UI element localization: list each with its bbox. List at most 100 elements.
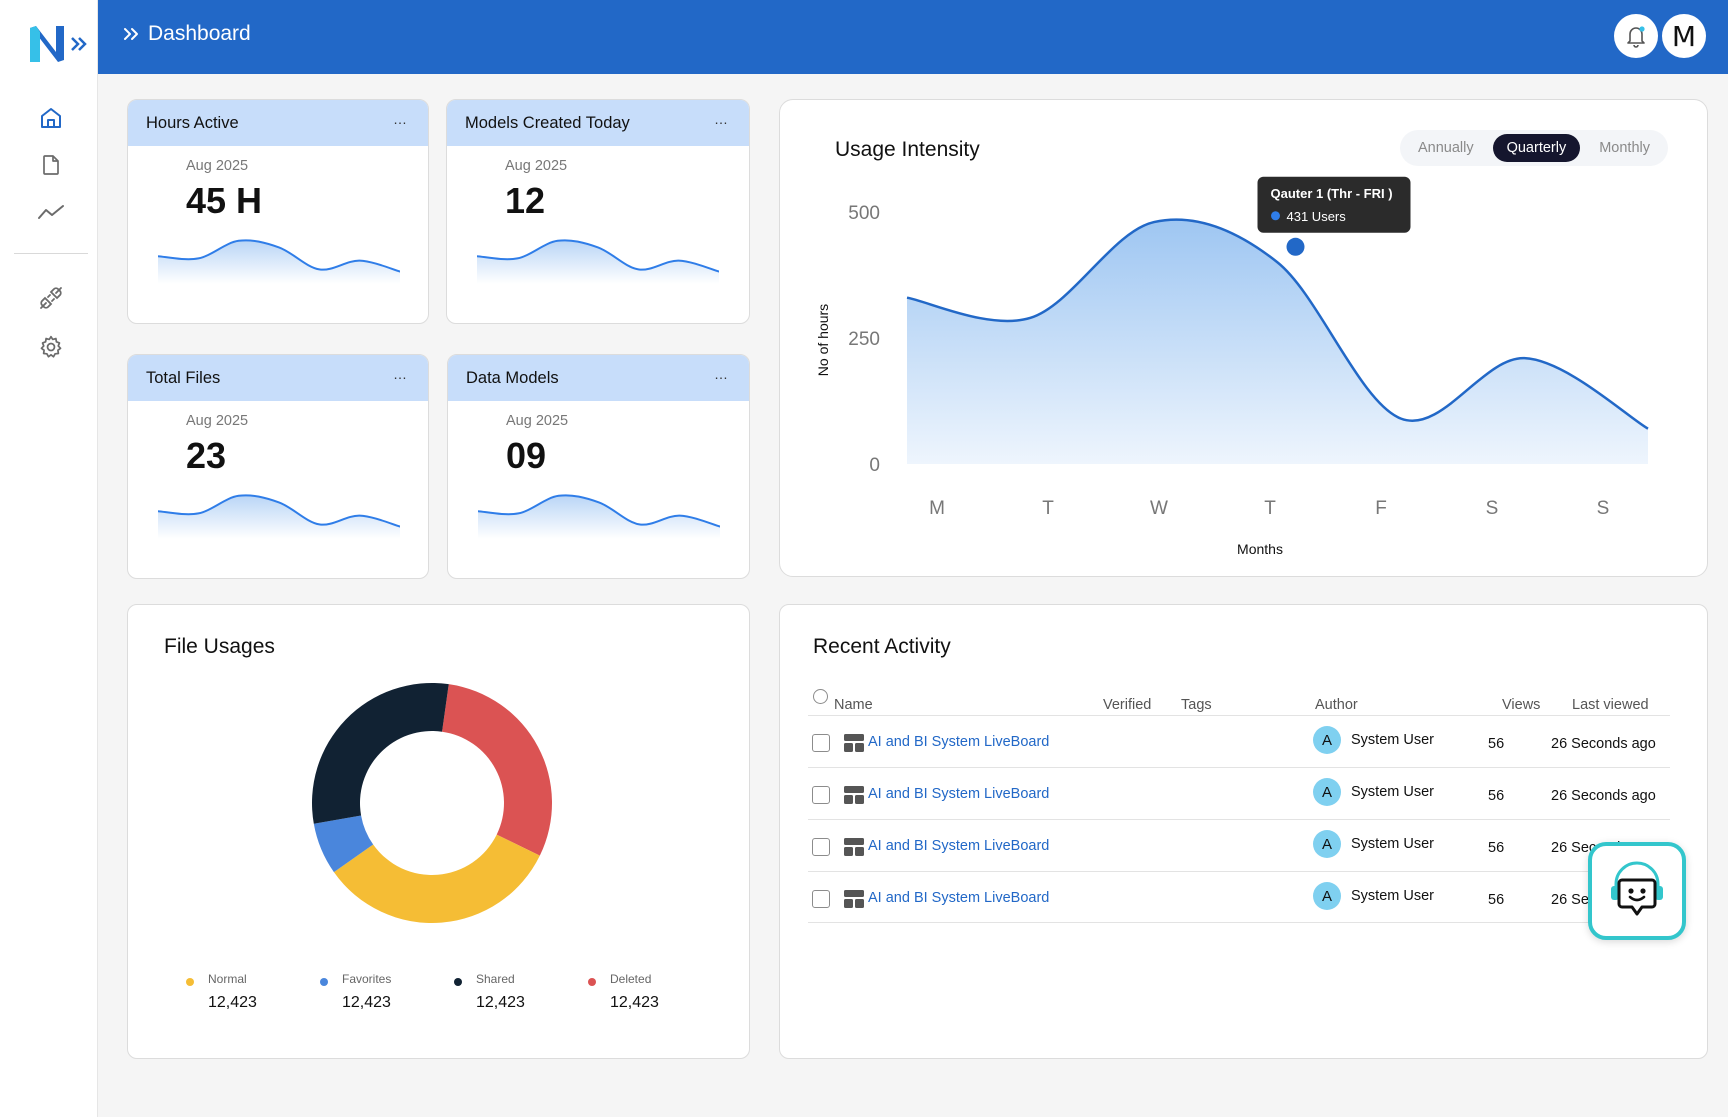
- recent-activity-card: Recent Activity Name Verified Tags Autho…: [779, 604, 1708, 1059]
- table-row[interactable]: AI and BI System LiveBoard A System User…: [808, 715, 1670, 767]
- donut-slice-favorites[interactable]: [313, 815, 374, 873]
- avatar[interactable]: M: [1662, 14, 1706, 58]
- sparkline-line: [477, 239, 719, 273]
- more-options-icon[interactable]: …: [714, 111, 729, 127]
- row-checkbox[interactable]: [812, 734, 830, 752]
- stat-card-header: Total Files …: [128, 355, 428, 401]
- stat-card-data-models: Data Models … Aug 2025 09: [447, 354, 750, 579]
- row-views: 56: [1488, 840, 1505, 856]
- tooltip-dot: [1271, 211, 1280, 221]
- x-tick-label: W: [1150, 498, 1168, 519]
- table-row[interactable]: AI and BI System LiveBoard A System User…: [808, 871, 1670, 923]
- column-header-last-viewed[interactable]: Last viewed: [1572, 697, 1649, 713]
- donut-slice-shared[interactable]: [312, 683, 449, 824]
- legend-value: 12,423: [208, 994, 257, 1011]
- legend-value: 12,423: [610, 994, 659, 1011]
- range-monthly-button[interactable]: Monthly: [1599, 140, 1650, 156]
- range-quarterly-button[interactable]: Quarterly: [1492, 134, 1581, 162]
- row-views: 56: [1488, 892, 1505, 908]
- table-row[interactable]: AI and BI System LiveBoard A System User…: [808, 767, 1670, 819]
- sidebar-item-settings[interactable]: [36, 332, 66, 362]
- breadcrumb[interactable]: Dashboard: [122, 22, 251, 46]
- x-tick-label: S: [1597, 498, 1610, 519]
- stat-card-models-created: Models Created Today … Aug 2025 12: [446, 99, 750, 324]
- liveboard-icon: [844, 890, 864, 908]
- breadcrumb-label: Dashboard: [148, 22, 251, 45]
- column-header-views[interactable]: Views: [1502, 697, 1541, 713]
- row-last-viewed: 26 Seconds ago: [1551, 788, 1656, 804]
- x-tick-label: M: [929, 498, 945, 519]
- row-author: System User: [1351, 784, 1434, 800]
- stat-card-header: Hours Active …: [128, 100, 428, 146]
- stat-card-title: Hours Active: [146, 113, 239, 132]
- liveboard-icon: [844, 838, 864, 856]
- logo-icon[interactable]: [26, 20, 92, 68]
- file-usages-title: File Usages: [164, 635, 275, 658]
- liveboard-icon: [844, 734, 864, 752]
- table-row[interactable]: AI and BI System LiveBoard A System User…: [808, 819, 1670, 871]
- stat-card-title: Models Created Today: [465, 113, 630, 132]
- legend-label: Normal: [208, 972, 247, 986]
- y-tick-label: 0: [869, 455, 880, 476]
- trend-icon: [38, 205, 64, 219]
- stat-card-period: Aug 2025: [186, 413, 249, 429]
- sidebar-divider: [14, 253, 88, 254]
- sidebar-item-files[interactable]: [36, 150, 66, 180]
- range-selector: Annually Quarterly Monthly: [1400, 130, 1668, 166]
- legend-dot: [186, 978, 194, 986]
- author-avatar: A: [1313, 778, 1341, 806]
- column-header-author[interactable]: Author: [1315, 697, 1358, 713]
- row-checkbox[interactable]: [812, 786, 830, 804]
- sparkline-fill: [478, 495, 720, 539]
- liveboard-icon: [844, 786, 864, 804]
- donut-slice-deleted[interactable]: [442, 684, 552, 856]
- sparkline-line: [478, 494, 720, 528]
- stat-card-period: Aug 2025: [506, 413, 569, 429]
- chart-tooltip: Qauter 1 (Thr - FRI ) 431 Users: [1257, 176, 1411, 233]
- sidebar-item-integrations[interactable]: [36, 283, 66, 313]
- x-axis-label: Months: [1237, 541, 1283, 557]
- support-chat-button[interactable]: [1588, 842, 1686, 940]
- stat-card-value: 45 H: [186, 180, 263, 221]
- sidebar-item-home[interactable]: [36, 103, 66, 133]
- stat-card-value: 09: [506, 435, 547, 476]
- row-name-link[interactable]: AI and BI System LiveBoard: [868, 734, 1050, 750]
- column-header-name[interactable]: Name: [834, 697, 873, 713]
- range-annually-button[interactable]: Annually: [1418, 140, 1474, 156]
- row-name-link[interactable]: AI and BI System LiveBoard: [868, 890, 1050, 906]
- sparkline-line: [158, 494, 400, 528]
- stat-card-period: Aug 2025: [505, 158, 568, 174]
- row-author: System User: [1351, 732, 1434, 748]
- legend-label: Shared: [476, 972, 515, 986]
- sparkline-chart: [478, 494, 720, 539]
- sparkline-line: [158, 239, 400, 273]
- highlight-point[interactable]: [1286, 237, 1305, 256]
- row-name-link[interactable]: AI and BI System LiveBoard: [868, 786, 1050, 802]
- file-icon: [43, 155, 59, 175]
- row-checkbox[interactable]: [812, 890, 830, 908]
- donut-chart: [312, 683, 552, 923]
- author-avatar: A: [1313, 726, 1341, 754]
- row-name-link[interactable]: AI and BI System LiveBoard: [868, 838, 1050, 854]
- sparkline-chart: [158, 494, 400, 539]
- column-header-tags[interactable]: Tags: [1181, 697, 1212, 713]
- notifications-button[interactable]: [1614, 14, 1658, 58]
- sidebar-item-analytics[interactable]: [36, 197, 66, 227]
- row-checkbox[interactable]: [812, 838, 830, 856]
- stat-card-header: Data Models …: [448, 355, 749, 401]
- more-options-icon[interactable]: …: [393, 111, 408, 127]
- y-axis-label: No of hours: [815, 304, 831, 376]
- sidebar: [0, 0, 98, 1117]
- legend-label: Favorites: [342, 972, 392, 986]
- tooltip-value: 431 Users: [1287, 209, 1347, 224]
- donut-slice-normal[interactable]: [333, 834, 540, 923]
- author-avatar: A: [1313, 882, 1341, 910]
- column-header-verified[interactable]: Verified: [1103, 697, 1152, 713]
- more-options-icon[interactable]: …: [714, 366, 729, 382]
- stat-card-hours-active: Hours Active … Aug 2025 45 H: [127, 99, 429, 324]
- tooltip-title: Qauter 1 (Thr - FRI ): [1271, 186, 1393, 201]
- select-all-radio[interactable]: [813, 689, 828, 704]
- series-line: [906, 218, 1649, 430]
- stat-card-header: Models Created Today …: [447, 100, 749, 146]
- more-options-icon[interactable]: …: [393, 366, 408, 382]
